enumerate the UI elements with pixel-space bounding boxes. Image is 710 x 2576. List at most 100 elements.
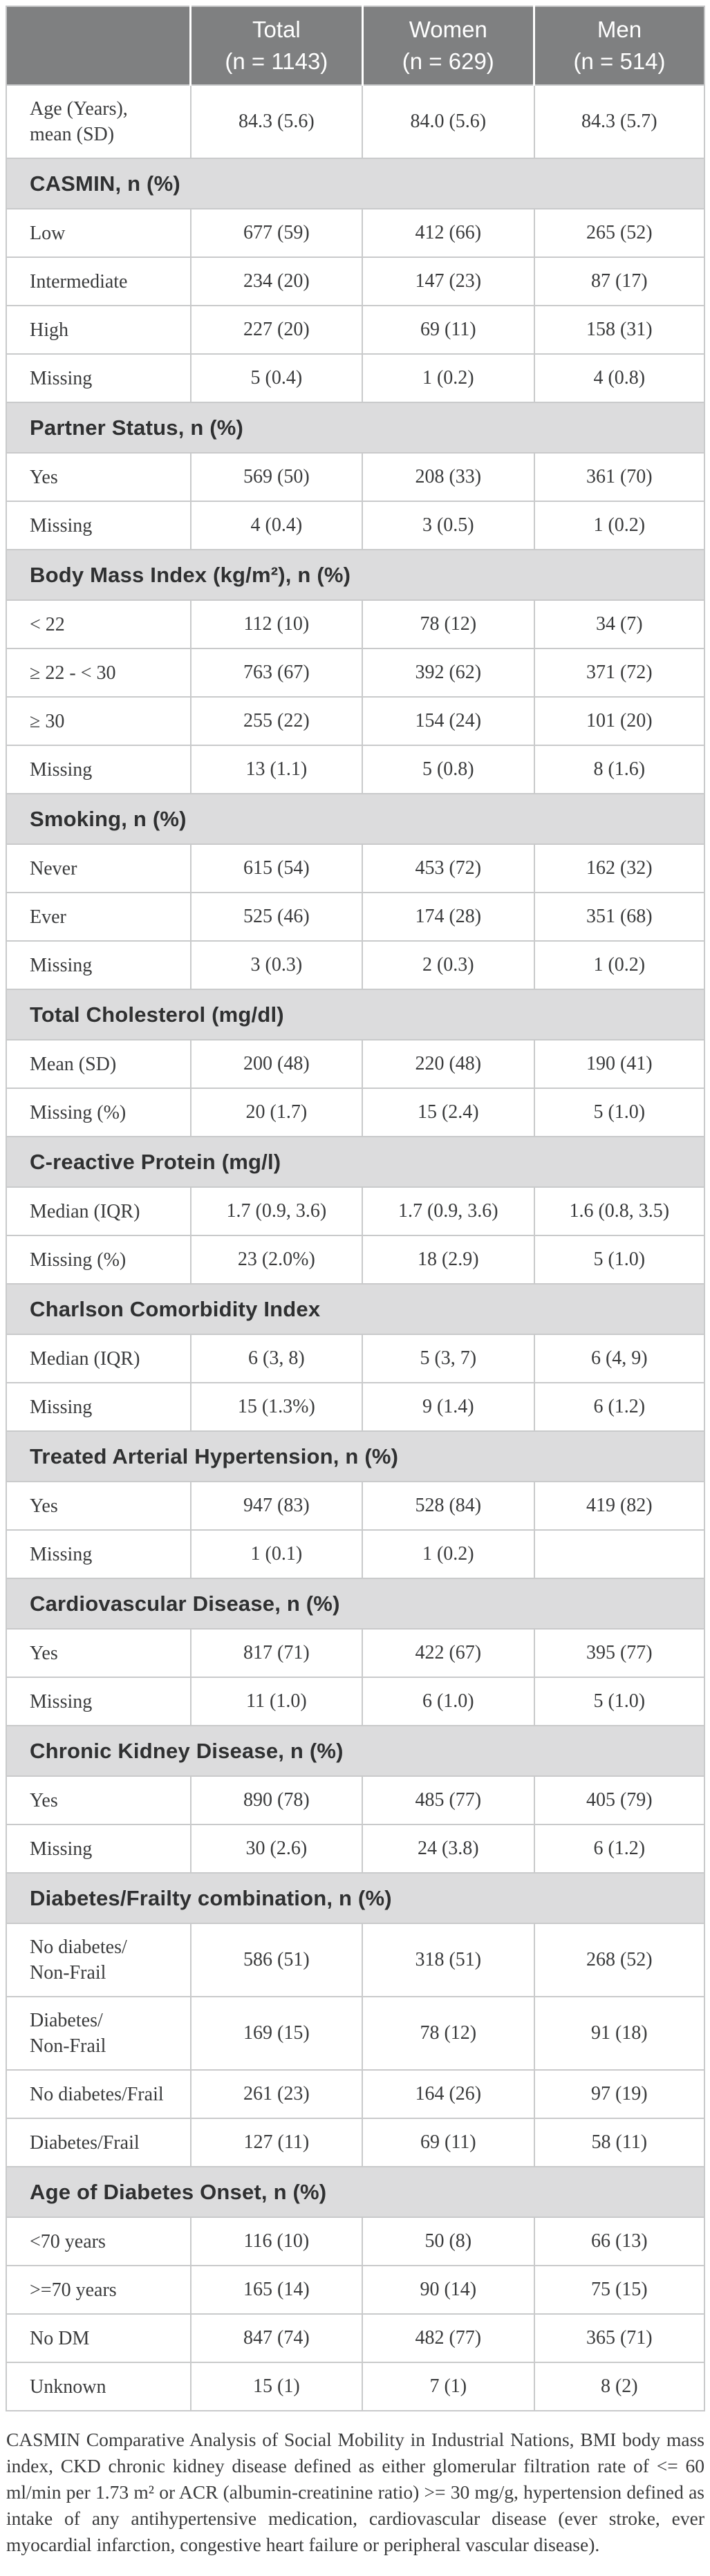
value-cell: 3 (0.3) [189, 940, 364, 990]
value-cell: 169 (15) [189, 1996, 364, 2071]
value-cell: 528 (84) [362, 1481, 535, 1531]
table-row: High 227 (20) 69 (11) 158 (31) [6, 305, 706, 355]
row-label-cell: Yes [6, 452, 191, 502]
value-cell: 4 (0.4) [189, 501, 364, 550]
section-header-cell: CASMIN, n (%) [6, 158, 705, 209]
value-cell: 1 (0.2) [362, 353, 535, 403]
row-label-cell: Ever [6, 892, 191, 942]
value-cell: 265 (52) [533, 208, 706, 258]
table-row: Low 677 (59) 412 (66) 265 (52) [6, 208, 706, 258]
row-label-cell: Missing [6, 1529, 191, 1579]
table-row: Mean (SD) 200 (48) 220 (48) 190 (41) [6, 1039, 706, 1089]
value-cell: 23 (2.0%) [189, 1235, 364, 1285]
section-row: Cardiovascular Disease, n (%) [6, 1578, 705, 1630]
value-cell: 13 (1.1) [189, 745, 364, 794]
value-cell: 84.3 (5.7) [533, 84, 706, 159]
row-label-cell: Missing (%) [6, 1088, 191, 1137]
table-row: Missing 13 (1.1) 5 (0.8) 8 (1.6) [6, 745, 706, 794]
row-label-cell: Missing [6, 1677, 191, 1726]
table-row: <70 years 116 (10) 50 (8) 66 (13) [6, 2216, 706, 2266]
value-cell: 84.0 (5.6) [362, 84, 535, 159]
value-cell: 9 (1.4) [362, 1382, 535, 1432]
section-header-cell: Charlson Comorbidity Index [6, 1283, 705, 1335]
value-cell: 220 (48) [362, 1039, 535, 1089]
value-cell: 255 (22) [189, 696, 364, 746]
value-cell: 6 (3, 8) [189, 1334, 364, 1383]
section-header-cell: Partner Status, n (%) [6, 402, 705, 454]
row-label-cell: Age (Years), mean (SD) [6, 84, 191, 159]
row-label-cell: <70 years [6, 2216, 191, 2266]
table-row: Missing 3 (0.3) 2 (0.3) 1 (0.2) [6, 940, 706, 990]
value-cell: 419 (82) [533, 1481, 706, 1531]
value-cell: 485 (77) [362, 1775, 535, 1825]
value-cell: 90 (14) [362, 2265, 535, 2315]
value-cell: 482 (77) [362, 2313, 535, 2363]
section-row: Chronic Kidney Disease, n (%) [6, 1725, 705, 1777]
value-cell: 1 (0.1) [189, 1529, 364, 1579]
value-cell: 127 (11) [189, 2118, 364, 2167]
value-cell: 7 (1) [362, 2362, 535, 2411]
table-row: Ever 525 (46) 174 (28) 351 (68) [6, 892, 706, 942]
column-n: (n = 514) [573, 48, 666, 74]
section-header-cell: Diabetes/Frailty combination, n (%) [6, 1872, 705, 1924]
value-cell: 5 (3, 7) [362, 1334, 535, 1383]
value-cell: 34 (7) [533, 599, 706, 649]
row-label-cell: Missing [6, 1824, 191, 1874]
header-row: Total (n = 1143) Women (n = 629) Men (n … [6, 6, 704, 86]
value-cell: 58 (11) [533, 2118, 706, 2167]
row-label-cell: < 22 [6, 599, 191, 649]
value-cell: 847 (74) [189, 2313, 364, 2363]
value-cell: 1 (0.2) [533, 940, 706, 990]
value-cell: 50 (8) [362, 2216, 535, 2266]
value-cell: 947 (83) [189, 1481, 364, 1531]
value-cell: 6 (1.0) [362, 1677, 535, 1726]
column-n: (n = 629) [402, 48, 494, 74]
value-cell: 20 (1.7) [189, 1088, 364, 1137]
row-label-cell: Missing [6, 1382, 191, 1432]
value-cell: 1.6 (0.8, 3.5) [533, 1186, 706, 1236]
value-cell: 84.3 (5.6) [189, 84, 364, 159]
value-cell: 405 (79) [533, 1775, 706, 1825]
table-row: Missing 4 (0.4) 3 (0.5) 1 (0.2) [6, 501, 706, 550]
column-header-men: Men (n = 514) [533, 6, 704, 86]
table-row: Yes 947 (83) 528 (84) 419 (82) [6, 1481, 706, 1531]
value-cell: 361 (70) [533, 452, 706, 502]
value-cell: 15 (1) [189, 2362, 364, 2411]
row-label-cell: Yes [6, 1775, 191, 1825]
row-label-cell: Missing [6, 353, 191, 403]
value-cell: 6 (1.2) [533, 1382, 706, 1432]
row-label-cell: Yes [6, 1481, 191, 1531]
section-row: Diabetes/Frailty combination, n (%) [6, 1872, 705, 1924]
value-cell: 87 (17) [533, 256, 706, 306]
section-row: C-reactive Protein (mg/l) [6, 1136, 705, 1188]
row-label-cell: ≥ 30 [6, 696, 191, 746]
value-cell: 763 (67) [189, 648, 364, 698]
value-cell: 392 (62) [362, 648, 535, 698]
row-label-cell: Missing [6, 745, 191, 794]
row-label-cell: >=70 years [6, 2265, 191, 2315]
table-row: Yes 817 (71) 422 (67) 395 (77) [6, 1628, 706, 1678]
value-cell: 615 (54) [189, 843, 364, 893]
value-cell: 208 (33) [362, 452, 535, 502]
row-label-cell: Missing [6, 940, 191, 990]
value-cell: 351 (68) [533, 892, 706, 942]
row-label-cell: Diabetes/Frail [6, 2118, 191, 2167]
value-cell: 3 (0.5) [362, 501, 535, 550]
row-label-cell: Mean (SD) [6, 1039, 191, 1089]
value-cell: 162 (32) [533, 843, 706, 893]
value-cell: 227 (20) [189, 305, 364, 355]
value-cell: 15 (1.3%) [189, 1382, 364, 1432]
table-row: Age (Years), mean (SD) 84.3 (5.6) 84.0 (5.… [6, 84, 706, 159]
value-cell: 569 (50) [189, 452, 364, 502]
value-cell: 8 (1.6) [533, 745, 706, 794]
row-label-cell: No diabetes/Frail [6, 2069, 191, 2119]
table-row: >=70 years 165 (14) 90 (14) 75 (15) [6, 2265, 706, 2315]
section-header-cell: C-reactive Protein (mg/l) [6, 1136, 705, 1188]
value-cell: 261 (23) [189, 2069, 364, 2119]
value-cell: 24 (3.8) [362, 1824, 535, 1874]
row-label-cell: Median (IQR) [6, 1334, 191, 1383]
value-cell: 268 (52) [533, 1923, 706, 1997]
row-label-cell: Intermediate [6, 256, 191, 306]
value-cell: 97 (19) [533, 2069, 706, 2119]
section-row: Body Mass Index (kg/m²), n (%) [6, 549, 705, 601]
